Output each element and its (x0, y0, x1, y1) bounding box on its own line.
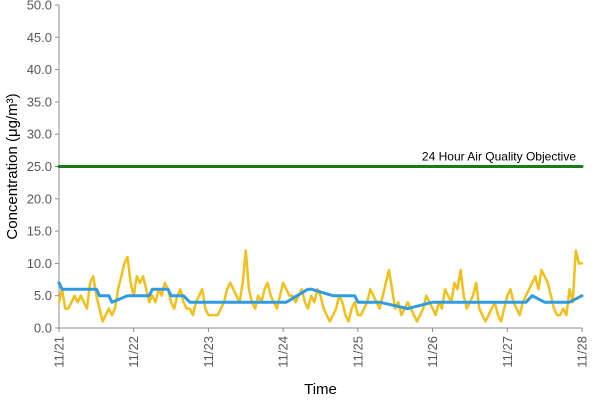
x-tick-label: 11/25 (350, 336, 365, 368)
x-tick-label: 11/24 (276, 336, 291, 368)
y-tick-label: 15.0 (27, 224, 52, 239)
x-axis-title: Time (304, 381, 337, 398)
daily-series-line (57, 281, 584, 311)
x-tick-label: 11/28 (575, 336, 590, 368)
x-tick-labels: 11/21 11/22 11/23 11/24 11/25 11/26 11/27 11/28 (52, 336, 590, 368)
y-tick-label: 10.0 (27, 256, 52, 271)
y-tick-label: 0.0 (34, 321, 52, 336)
x-tick-label: 11/27 (500, 336, 515, 368)
hourly-series-line (57, 249, 584, 323)
axes-group (55, 4, 583, 332)
y-axis-title: Concentration (μg/m³) (4, 93, 21, 239)
y-tick-label: 30.0 (27, 127, 52, 142)
x-tick-label: 11/23 (201, 336, 216, 368)
y-tick-label: 25.0 (27, 159, 52, 174)
y-tick-label: 5.0 (34, 288, 52, 303)
y-tick-labels: 0.0 5.0 10.0 15.0 20.0 25.0 30.0 35.0 40.0 45.0 50… (27, 0, 52, 336)
x-tick-label: 11/21 (52, 336, 67, 368)
x-tick-label: 11/22 (126, 336, 141, 368)
y-tick-label: 40.0 (27, 62, 52, 77)
objective-annotation: 24 Hour Air Quality Objective (422, 150, 576, 164)
y-tick-label: 35.0 (27, 94, 52, 109)
y-tick-label: 45.0 (27, 30, 52, 45)
x-tick-label: 11/26 (425, 336, 440, 368)
y-tick-label: 50.0 (27, 0, 52, 13)
series-group (57, 165, 584, 323)
y-tick-label: 20.0 (27, 191, 52, 206)
